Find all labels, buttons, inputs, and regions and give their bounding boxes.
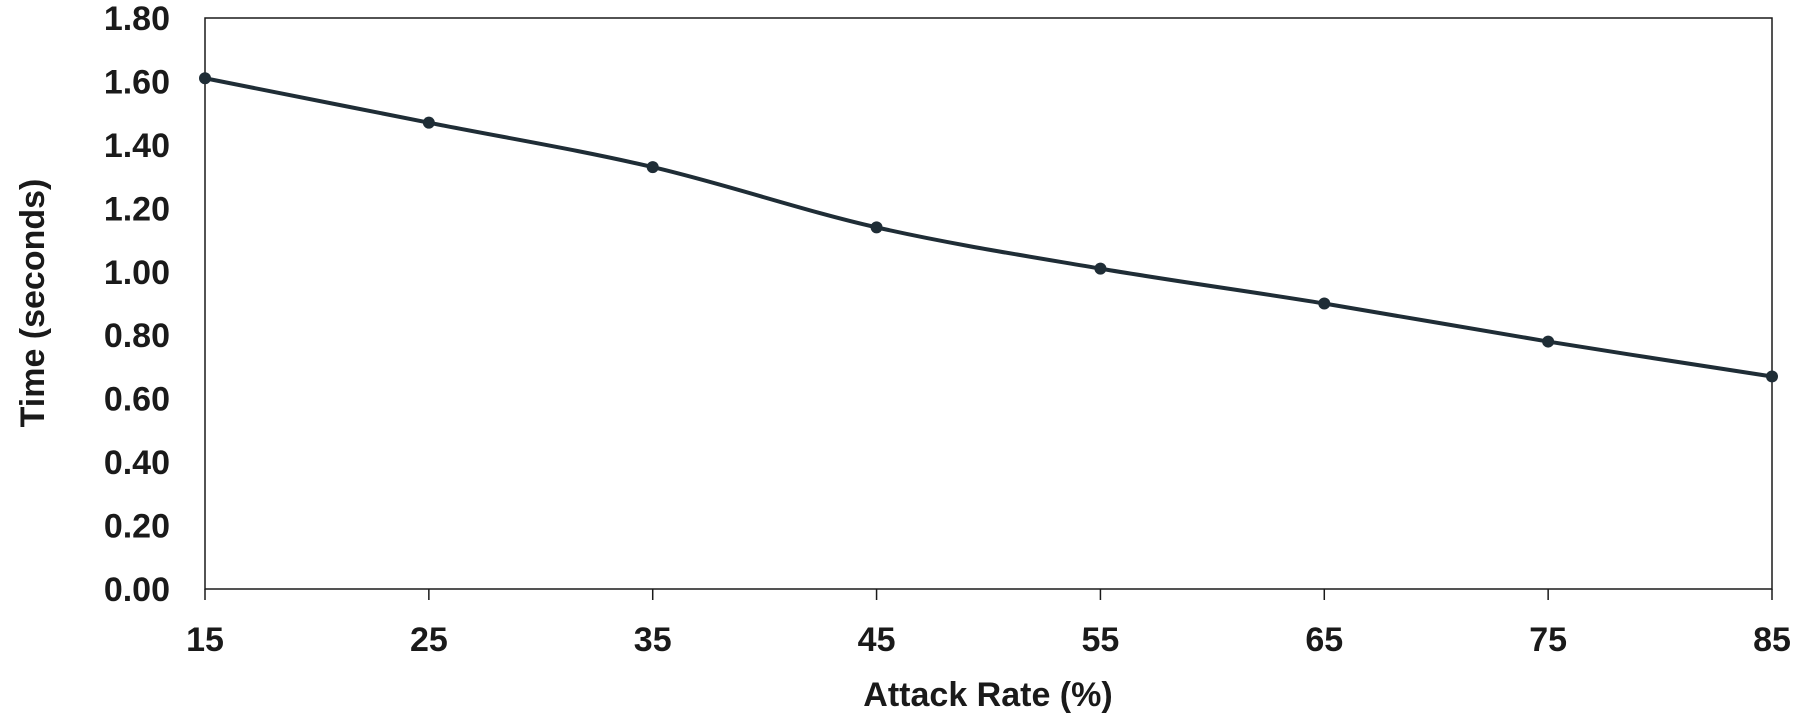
x-tick-label: 35 (634, 621, 672, 659)
plot-area-frame (204, 17, 1773, 590)
x-axis-tick-labels: 15 25 35 45 55 65 75 85 (186, 621, 1791, 659)
y-axis-title: Time (seconds) (14, 179, 52, 428)
y-tick-label: 0.00 (104, 571, 170, 609)
x-tick-label: 15 (186, 621, 224, 659)
data-point (422, 116, 435, 129)
series-line (203, 76, 1774, 379)
y-tick-label: 1.40 (104, 127, 170, 165)
y-tick-label: 1.80 (104, 0, 170, 38)
y-tick-label: 0.60 (104, 381, 170, 419)
x-tick-label: 65 (1305, 621, 1343, 659)
x-axis-title: Attack Rate (%) (863, 676, 1112, 714)
y-tick-label: 0.20 (104, 508, 170, 546)
data-point (870, 221, 883, 234)
x-tick-label: 55 (1082, 621, 1120, 659)
data-point (1094, 262, 1107, 275)
data-point (199, 72, 211, 85)
x-tick-label: 85 (1753, 621, 1791, 659)
x-tick-label: 75 (1529, 621, 1567, 659)
x-axis-ticks (204, 589, 1773, 600)
data-point (646, 161, 659, 174)
series-layer (199, 72, 1778, 383)
y-tick-label: 1.20 (104, 190, 170, 228)
y-tick-label: 0.40 (104, 444, 170, 482)
y-tick-label: 0.80 (104, 317, 170, 355)
y-tick-label: 1.00 (104, 254, 170, 292)
x-tick-label: 45 (858, 621, 896, 659)
y-tick-label: 1.60 (104, 63, 170, 101)
x-tick-label: 25 (410, 621, 448, 659)
data-point (1542, 335, 1555, 348)
y-axis-tick-labels: 0.00 0.20 0.40 0.60 0.80 1.00 1.20 1.40 1.60 1.80 (104, 0, 170, 609)
data-point (1318, 297, 1331, 310)
data-point (1766, 370, 1778, 383)
